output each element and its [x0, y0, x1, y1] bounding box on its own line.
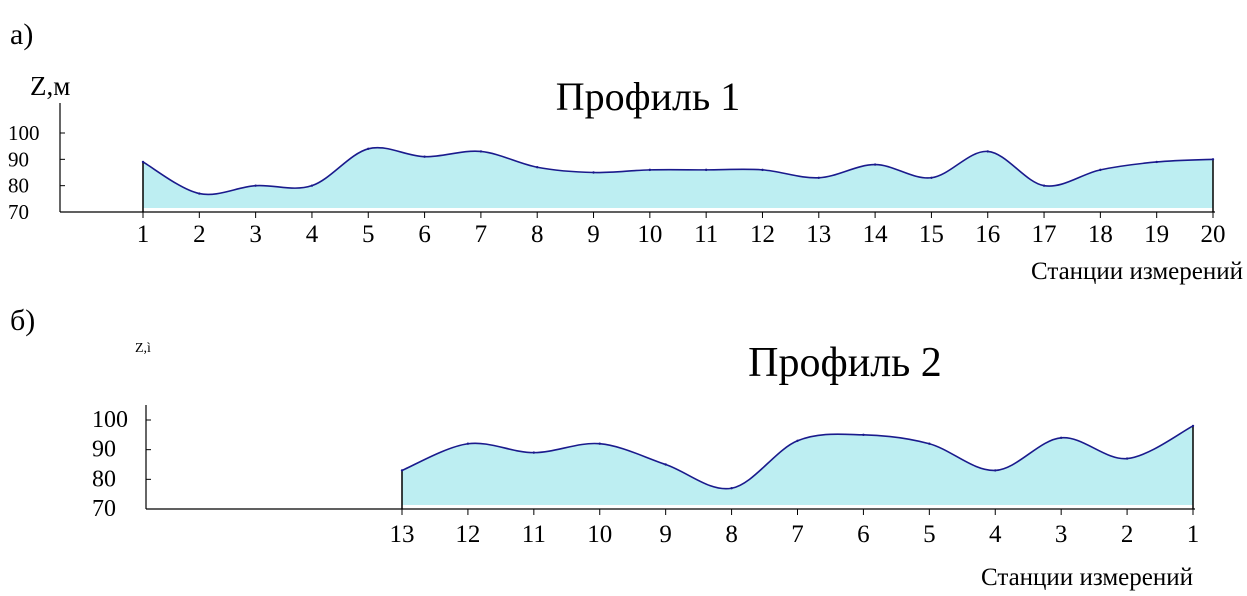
profile-1-data-point-17 [1042, 184, 1046, 187]
profile-1-data-point-16 [986, 150, 989, 153]
profile-2-x-tick-label: 7 [791, 521, 804, 548]
profile-1-x-tick-label: 4 [306, 221, 319, 248]
profile-1-x-tick-label: 3 [249, 221, 262, 248]
profile-2-data-point-10 [598, 442, 601, 445]
profile-1-data-point-11 [704, 168, 708, 172]
profile-1-data-point-1 [141, 160, 145, 164]
profile-2-y-axis-label: Z,ì [135, 341, 151, 356]
profile-2-data-point-2 [1125, 457, 1129, 460]
profile-1-x-tick-label: 20 [1201, 221, 1226, 248]
profile-1-x-tick-label: 1 [137, 221, 150, 248]
profile-1-data-point-3 [254, 184, 257, 187]
profile-1-data-point-6 [423, 155, 426, 158]
profile-1-x-tick-label: 11 [694, 221, 718, 248]
profile-1-x-tick-label: 17 [1032, 221, 1057, 248]
profile-1-data-point-5 [367, 147, 370, 150]
profile-2-x-tick-label: 8 [725, 521, 738, 548]
profile-2-data-point-6 [862, 433, 865, 437]
profile-2-data-point-3 [1059, 436, 1063, 439]
profile-1-y-tick-label: 70 [8, 200, 29, 224]
profile-2-data-point-7 [796, 439, 799, 442]
profile-1-y-axis-label: Z,м [30, 71, 70, 101]
profile-2-area-fill [402, 425, 1193, 505]
profile-1-data-point-10 [648, 168, 652, 172]
profile-2-x-tick-label: 1 [1187, 521, 1200, 548]
panel-label-b: б) [10, 304, 36, 337]
profile-2-x-tick-label: 10 [587, 521, 612, 548]
profile-1-data-point-4 [310, 184, 314, 187]
panel-label-a: а) [10, 18, 34, 51]
profile-1-x-tick-label: 13 [806, 221, 831, 248]
profile-1-data-point-12 [761, 168, 764, 172]
profile-2-data-point-4 [994, 469, 997, 472]
profile-2-y-tick-label: 80 [92, 466, 116, 492]
profile-2-data-point-12 [466, 442, 470, 445]
profile-1-x-tick-label: 6 [418, 221, 431, 248]
profile-1-x-tick-label: 9 [587, 221, 600, 248]
profile-2-data-point-1 [1191, 424, 1195, 428]
profile-1-data-point-14 [873, 163, 877, 166]
profile-2-data-point-8 [730, 487, 733, 490]
profile-1-x-tick-label: 19 [1144, 221, 1169, 248]
profile-2-x-tick-label: 5 [923, 521, 936, 548]
profile-1-x-axis-label: Станции измерений [1031, 258, 1243, 285]
profile-2-data-point-9 [664, 463, 667, 466]
profile-1-y-tick-label: 80 [8, 174, 29, 198]
profile-2-x-tick-label: 9 [659, 521, 672, 548]
profile-1-data-point-9 [592, 171, 595, 174]
profile-1-data-point-2 [198, 192, 201, 195]
profile-1-data-point-19 [1155, 160, 1158, 164]
profile-1-data-point-7 [479, 150, 483, 153]
profile-2-y-tick-label: 70 [92, 496, 116, 522]
profile-1-x-tick-label: 16 [975, 221, 1000, 248]
profile-1-data-point-20 [1211, 158, 1215, 161]
profile-2-x-axis-label: Станции измерений [981, 564, 1193, 591]
profile-2-y-tick-label: 90 [92, 437, 116, 463]
profile-1-x-tick-label: 8 [531, 221, 544, 248]
profile-1-data-point-18 [1099, 168, 1102, 172]
profile-2-data-point-5 [928, 442, 931, 445]
profile-1-x-tick-label: 10 [637, 221, 662, 248]
profile-2-data-point-13 [400, 469, 404, 472]
profile-1-x-tick-label: 14 [863, 221, 889, 248]
profile-2-x-tick-label: 3 [1055, 521, 1068, 548]
profile-2-y-tick-label: 100 [92, 407, 128, 433]
profile-1-x-tick-label: 5 [362, 221, 375, 248]
profile-2-x-tick-label: 13 [390, 521, 415, 548]
profile-1-x-tick-label: 7 [475, 221, 488, 248]
profile-1-x-tick-label: 18 [1088, 221, 1113, 248]
profile-1-y-tick-label: 90 [8, 147, 29, 171]
profile-2-title: Профиль 2 [748, 340, 942, 386]
profile-2-x-tick-label: 11 [522, 521, 546, 548]
profile-2-x-tick-label: 2 [1121, 521, 1134, 548]
profile-2-x-tick-label: 6 [857, 521, 870, 548]
profile-1-y-tick-label: 100 [8, 121, 40, 145]
profile-1-series-line [142, 146, 1214, 196]
profile-1-data-point-13 [817, 176, 820, 179]
profile-1-data-point-8 [536, 166, 539, 169]
profile-1-chart: 1 2 3 4 5 6 7 8 9 10 11 12 13 14 15 16 17 18 19 20100908070… [8, 71, 1243, 285]
profile-2-x-tick-label: 4 [989, 521, 1002, 548]
profile-1-data-point-15 [930, 176, 933, 179]
profile-1-x-tick-label: 15 [919, 221, 944, 248]
profile-2-data-point-11 [532, 451, 536, 454]
profile-1-x-tick-label: 12 [750, 221, 775, 248]
profile-1-x-tick-label: 2 [193, 221, 206, 248]
profile-1-title: Профиль 1 [556, 74, 740, 119]
profile-2-x-tick-label: 12 [455, 521, 480, 548]
profile-1-area-fill [143, 147, 1213, 208]
